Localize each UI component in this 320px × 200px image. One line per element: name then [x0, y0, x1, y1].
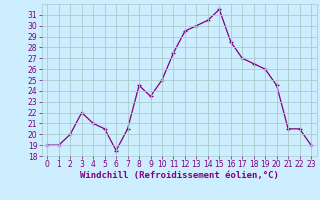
X-axis label: Windchill (Refroidissement éolien,°C): Windchill (Refroidissement éolien,°C) [80, 171, 279, 180]
